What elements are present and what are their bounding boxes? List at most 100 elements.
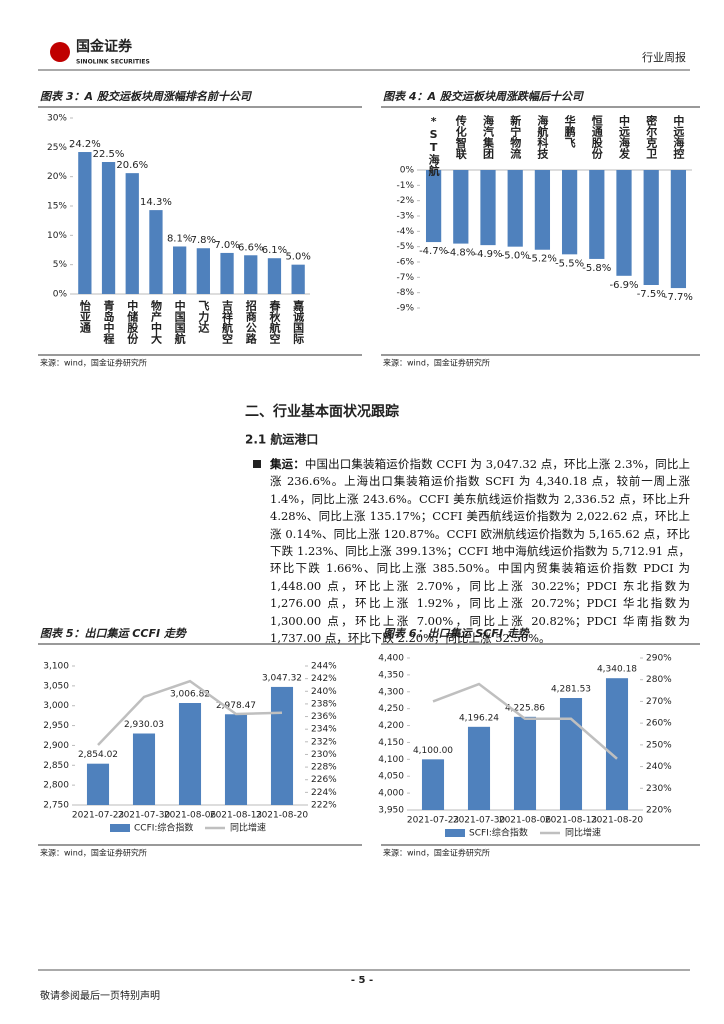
bar bbox=[605, 678, 629, 810]
y2-tick-label: 226% bbox=[311, 775, 337, 785]
bar bbox=[149, 210, 163, 294]
y2-tick-label: 260% bbox=[646, 719, 672, 729]
category-label: 中储股份 bbox=[126, 299, 139, 345]
bullet-label: 集运： bbox=[270, 457, 305, 471]
y-tick-label: -1% bbox=[396, 181, 414, 191]
y-tick-label: -4% bbox=[396, 227, 414, 237]
bar bbox=[244, 255, 258, 294]
y2-tick-label: 220% bbox=[646, 806, 672, 816]
value-label: 2,978.47 bbox=[216, 701, 256, 711]
category-label: 华鹏飞 bbox=[563, 114, 576, 149]
value-label: 4,225.86 bbox=[505, 703, 545, 713]
source: 来源：wind，国金证券研究所 bbox=[383, 848, 490, 858]
bar bbox=[224, 714, 248, 805]
category-label: *ST海航 bbox=[427, 115, 440, 177]
x-tick-label: 2021-07-30 bbox=[118, 811, 171, 821]
y2-tick-label: 250% bbox=[646, 740, 672, 750]
y-tick-label: 2,750 bbox=[43, 801, 69, 811]
page-number: - 5 - bbox=[351, 975, 373, 986]
bar bbox=[513, 716, 537, 810]
bar bbox=[453, 170, 469, 244]
bar bbox=[270, 686, 294, 805]
y-tick-label: 4,250 bbox=[378, 704, 404, 714]
x-tick-label: 2021-08-06 bbox=[499, 816, 552, 826]
legend-swatch bbox=[110, 824, 130, 832]
y2-tick-label: 270% bbox=[646, 697, 672, 707]
value-label: 2,930.03 bbox=[124, 720, 164, 730]
value-label: 6.1% bbox=[262, 245, 287, 256]
legend-swatch bbox=[445, 829, 465, 837]
y2-tick-label: 236% bbox=[311, 712, 337, 722]
y-tick-label: 4,300 bbox=[378, 687, 404, 697]
y-tick-label: 2,950 bbox=[43, 721, 69, 731]
category-label: 恒通股份 bbox=[590, 114, 603, 160]
value-label: 2,854.02 bbox=[78, 750, 118, 760]
bar bbox=[534, 170, 551, 250]
value-label: -5.2% bbox=[528, 254, 557, 265]
category-label: 中国国航 bbox=[173, 299, 186, 345]
category-label: 新宁物流 bbox=[509, 114, 522, 160]
y-tick-label: -5% bbox=[396, 242, 414, 252]
x-tick-label: 2021-07-23 bbox=[72, 811, 124, 821]
value-label: -4.9% bbox=[473, 249, 502, 260]
y-tick-label: 2,900 bbox=[43, 741, 69, 751]
logo-cn: 国金证券 bbox=[76, 38, 133, 55]
category-label: 怡亚通 bbox=[78, 299, 91, 334]
y2-tick-label: 228% bbox=[311, 763, 337, 773]
value-label: 22.5% bbox=[93, 149, 125, 160]
bar bbox=[507, 170, 523, 247]
bullet bbox=[253, 460, 261, 468]
line bbox=[97, 679, 283, 746]
y-tick-label: 15% bbox=[47, 202, 67, 212]
value-label: 3,006.82 bbox=[170, 690, 210, 700]
y2-tick-label: 240% bbox=[646, 762, 672, 772]
x-tick-label: 2021-07-23 bbox=[407, 816, 459, 826]
y2-tick-label: 280% bbox=[646, 675, 672, 685]
value-label: 4,196.24 bbox=[459, 713, 499, 723]
bar bbox=[425, 170, 442, 243]
y-tick-label: 4,100 bbox=[378, 755, 404, 765]
category-label: 中远海控 bbox=[672, 114, 685, 160]
y-tick-label: 25% bbox=[47, 143, 67, 153]
y-tick-label: -6% bbox=[396, 258, 414, 268]
chart-title: 图表 5：出口集运 CCFI 走势 bbox=[40, 627, 188, 640]
value-label: -4.8% bbox=[446, 248, 475, 259]
bar bbox=[220, 252, 234, 294]
value-label: 5.0% bbox=[285, 252, 310, 263]
y2-tick-label: 234% bbox=[311, 725, 337, 735]
y-tick-label: -3% bbox=[396, 212, 414, 222]
y2-tick-label: 230% bbox=[646, 784, 672, 794]
bar bbox=[467, 726, 491, 810]
category-label: 青岛中程 bbox=[102, 299, 115, 345]
y-tick-label: 10% bbox=[47, 231, 67, 241]
y2-tick-label: 232% bbox=[311, 737, 337, 747]
y2-tick-label: 222% bbox=[311, 801, 337, 811]
value-label: 4,100.00 bbox=[413, 746, 453, 756]
y-tick-label: 4,000 bbox=[378, 789, 404, 799]
y-tick-label: 3,000 bbox=[43, 701, 69, 711]
y2-tick-label: 242% bbox=[311, 674, 337, 684]
value-label: 7.0% bbox=[214, 240, 239, 251]
legend-label: SCFI:综合指数 bbox=[469, 827, 528, 839]
category-label: 招商公路 bbox=[244, 299, 257, 345]
x-tick-label: 2021-07-30 bbox=[453, 816, 506, 826]
subheading: 2.1 航运港口 bbox=[245, 432, 318, 447]
x-tick-label: 2021-08-06 bbox=[164, 811, 217, 821]
chart-title: 图表 6：出口集运 SCFI 走势 bbox=[383, 627, 531, 640]
chart-title: 图表 4：A 股交运板块周涨跌幅后十公司 bbox=[383, 90, 585, 103]
logo-icon bbox=[50, 42, 70, 62]
value-label: 14.3% bbox=[140, 197, 172, 208]
y-tick-label: 4,400 bbox=[378, 654, 404, 664]
bar bbox=[196, 248, 210, 294]
report-type: 行业周报 bbox=[642, 50, 686, 64]
source: 来源：wind，国金证券研究所 bbox=[383, 358, 490, 368]
disclaimer: 敬请参阅最后一页特别声明 bbox=[40, 989, 160, 1002]
y-tick-label: -7% bbox=[396, 273, 414, 283]
value-label: 4,281.53 bbox=[551, 685, 591, 695]
category-label: 吉祥航空 bbox=[221, 299, 234, 344]
y-tick-label: 5% bbox=[53, 260, 68, 270]
bullet-text: 中国出口集装箱运价指数 CCFI 为 3,047.32 点，环比上涨 2.3%，… bbox=[270, 457, 691, 646]
legend-label: CCFI:综合指数 bbox=[134, 822, 193, 834]
category-label: 春秋航空 bbox=[268, 299, 281, 344]
